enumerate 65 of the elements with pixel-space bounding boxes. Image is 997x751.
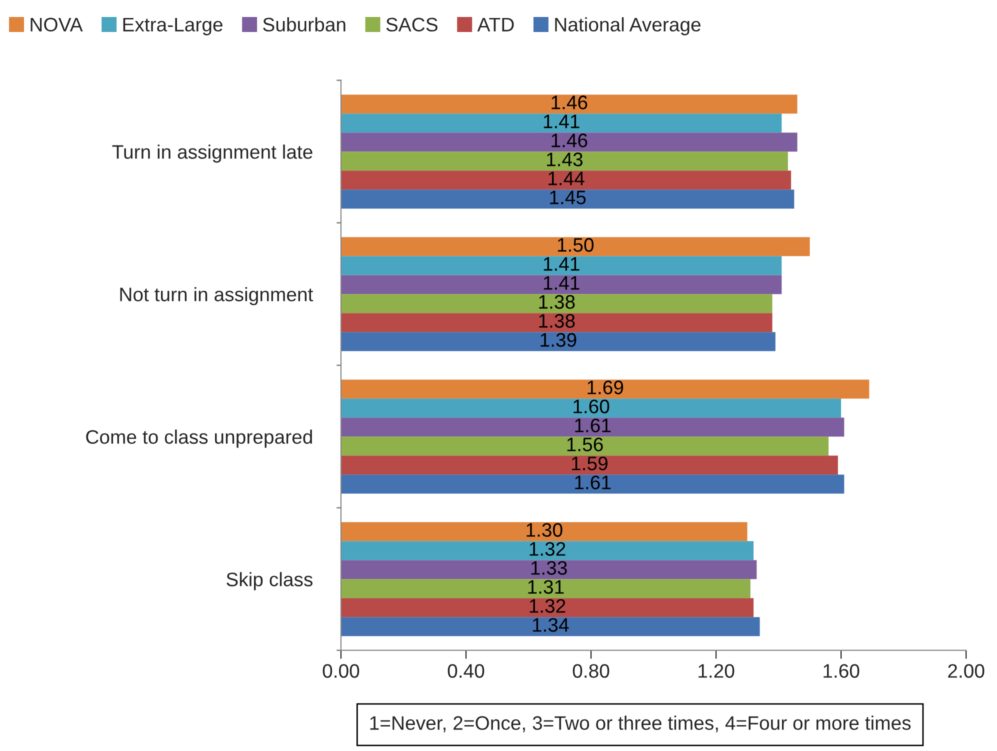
y-tick-label: Not turn in assignment	[120, 287, 314, 306]
bar	[340, 94, 798, 114]
data-label: 1.45	[550, 190, 586, 204]
data-label: 1.56	[567, 438, 603, 452]
data-label: 1.31	[528, 580, 564, 594]
bar	[340, 579, 750, 598]
bar	[340, 256, 782, 276]
data-label: 1.38	[539, 314, 575, 328]
data-label: 1.60	[574, 400, 610, 414]
x-tick-label: 0.80	[572, 664, 610, 678]
legend-label: National Average	[555, 17, 700, 36]
data-label: 1.41	[544, 114, 580, 128]
bar	[340, 436, 829, 456]
data-label: 1.39	[540, 333, 576, 347]
data-label: 1.34	[532, 618, 569, 632]
data-label: 1.33	[531, 561, 567, 575]
x-tick-label: 2.00	[948, 664, 984, 678]
bar	[340, 294, 772, 314]
x-tick-label: 1.20	[698, 664, 734, 678]
legend-label: SACS	[386, 18, 438, 32]
bar	[340, 237, 810, 256]
bar	[340, 522, 748, 542]
data-label: 1.59	[572, 456, 608, 470]
bar	[340, 398, 842, 418]
bar	[340, 170, 792, 190]
data-label: 1.38	[539, 295, 575, 309]
data-label: 1.46	[552, 96, 588, 110]
bar	[340, 474, 844, 494]
data-label: 1.50	[558, 238, 594, 252]
bar	[340, 541, 754, 560]
data-label: 1.32	[530, 599, 566, 613]
text: 1=Never, 2=Once, 3=Two or three times, 4=Four or more times	[370, 716, 911, 732]
bar	[340, 380, 870, 399]
legend-label: ATD	[477, 18, 514, 32]
x-tick-label: 0.00	[322, 664, 360, 678]
bar	[340, 132, 798, 152]
x-tick-label: 1.60	[824, 664, 860, 678]
legend-label: Suburban	[263, 17, 346, 32]
y-tick-label: Come to class unprepared	[86, 430, 312, 448]
bar	[340, 190, 794, 209]
bar	[340, 275, 782, 294]
data-label: 1.69	[588, 380, 624, 394]
data-label: 1.32	[530, 542, 566, 556]
bar	[340, 560, 757, 580]
legend-label: Extra-Large	[123, 18, 222, 36]
legend-label: NOVA	[30, 18, 83, 32]
x-tick-label: 0.40	[448, 664, 484, 678]
data-label: 1.44	[548, 172, 584, 186]
bar	[340, 598, 754, 618]
bar	[340, 114, 782, 133]
data-label: 1.61	[575, 418, 611, 432]
bar	[340, 152, 788, 171]
y-tick-label: Turn in assignment late	[112, 144, 312, 163]
data-label: 1.30	[526, 523, 562, 537]
bar	[340, 313, 772, 332]
data-label: 1.41	[544, 257, 580, 271]
bar	[340, 332, 776, 352]
bar	[340, 456, 838, 475]
y-tick-label: Skip class	[226, 572, 312, 590]
bar	[340, 418, 844, 437]
data-label: 1.41	[544, 276, 580, 290]
data-label: 1.46	[552, 134, 588, 148]
data-label: 1.61	[575, 476, 611, 490]
bar	[340, 617, 760, 636]
data-label: 1.43	[547, 152, 583, 166]
